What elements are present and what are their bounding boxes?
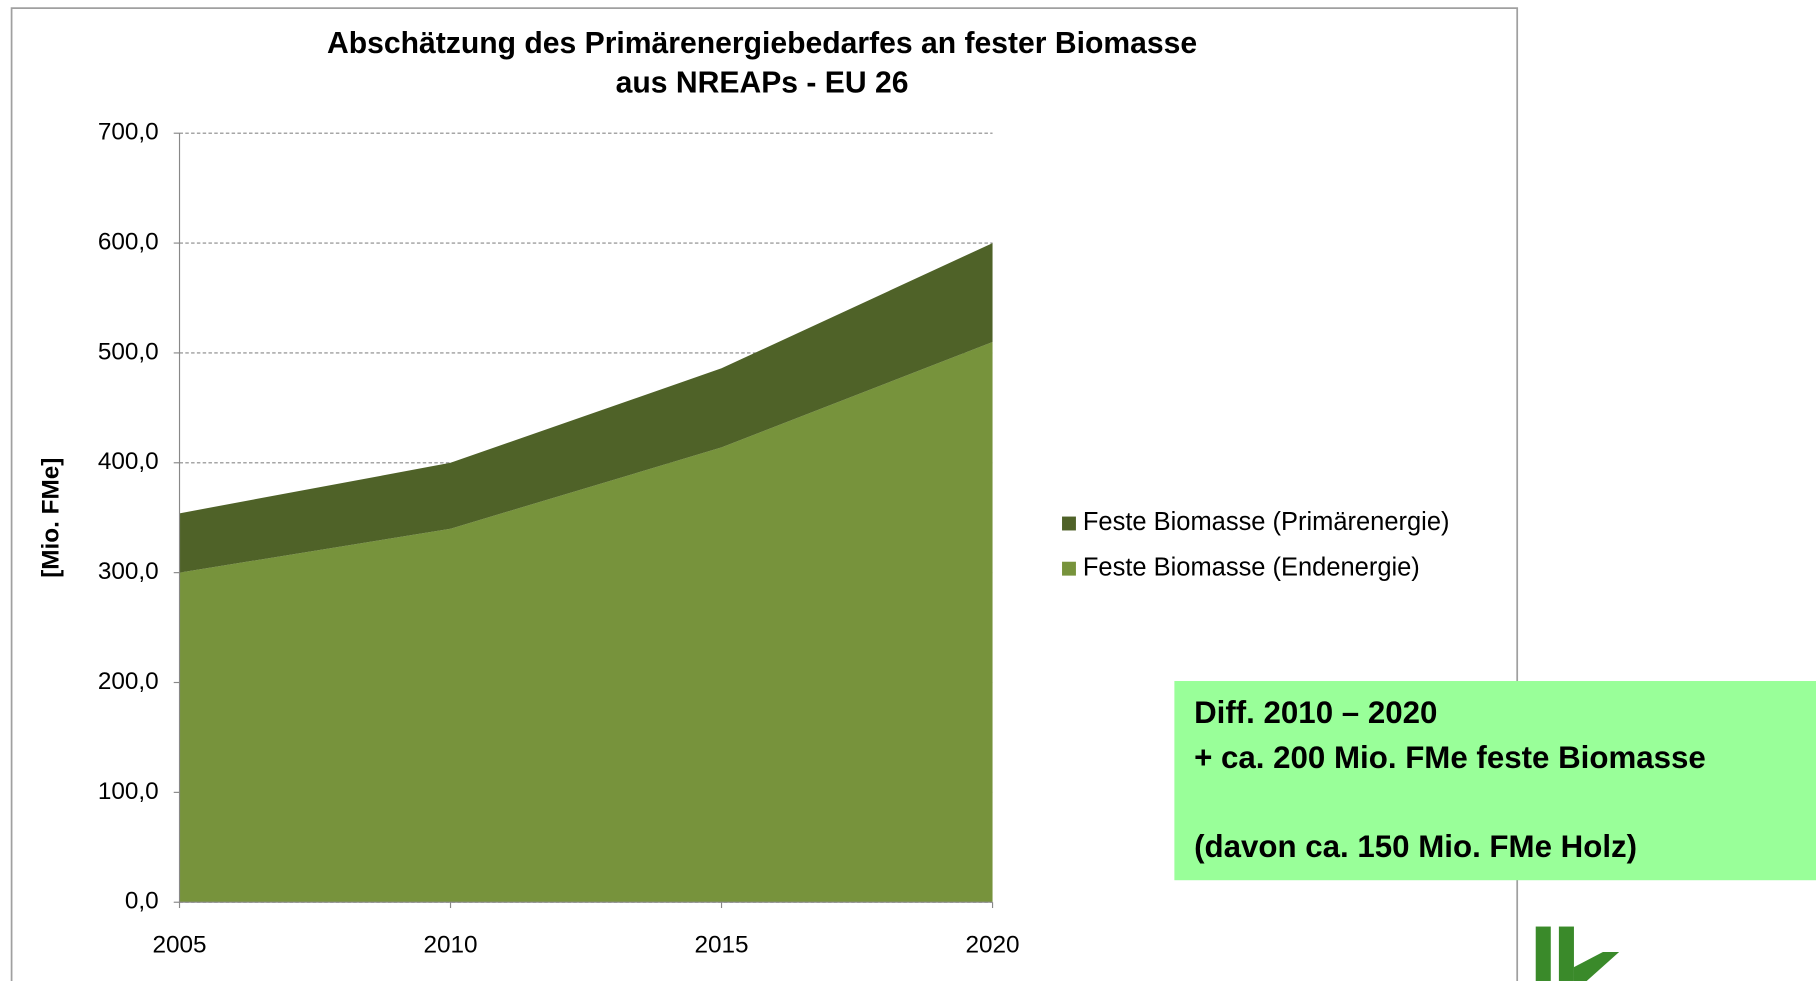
logo	[1535, 926, 1620, 981]
x-tick-label: 2005	[152, 932, 206, 959]
y-tick-label: 0,0	[125, 888, 159, 915]
y-tick-label: 400,0	[98, 448, 159, 475]
y-axis-label: [Mio. FMe]	[38, 458, 65, 578]
y-tick-label: 700,0	[98, 119, 159, 146]
y-tick-label: 200,0	[98, 668, 159, 695]
x-tick-label: 2020	[965, 932, 1019, 959]
y-tick-label: 600,0	[98, 228, 159, 255]
legend-swatch	[1062, 561, 1076, 576]
x-tick-label: 2010	[423, 932, 477, 959]
x-tick-label: 2015	[694, 932, 748, 959]
note-box	[1174, 681, 1816, 881]
annotation: (davon ca. 150 Mio. FMe Holz)	[1194, 829, 1637, 864]
area	[179, 341, 993, 903]
annotation: Diff. 2010 – 2020	[1194, 695, 1437, 730]
annotation: + ca. 200 Mio. FMe feste Biomasse	[1194, 740, 1706, 775]
y-tick-label: 300,0	[98, 558, 159, 585]
area	[179, 243, 993, 573]
legend-label: Feste Biomasse (Endenergie)	[1083, 553, 1420, 581]
legend-label: Feste Biomasse (Primärenergie)	[1083, 508, 1450, 536]
y-tick-label: 100,0	[98, 778, 159, 805]
legend-swatch	[1062, 516, 1076, 531]
y-tick-label: 500,0	[98, 338, 159, 365]
chart-title: aus NREAPs - EU 26	[616, 67, 909, 100]
chart-title: Abschätzung des Primärenergiebedarfes an…	[327, 27, 1197, 60]
